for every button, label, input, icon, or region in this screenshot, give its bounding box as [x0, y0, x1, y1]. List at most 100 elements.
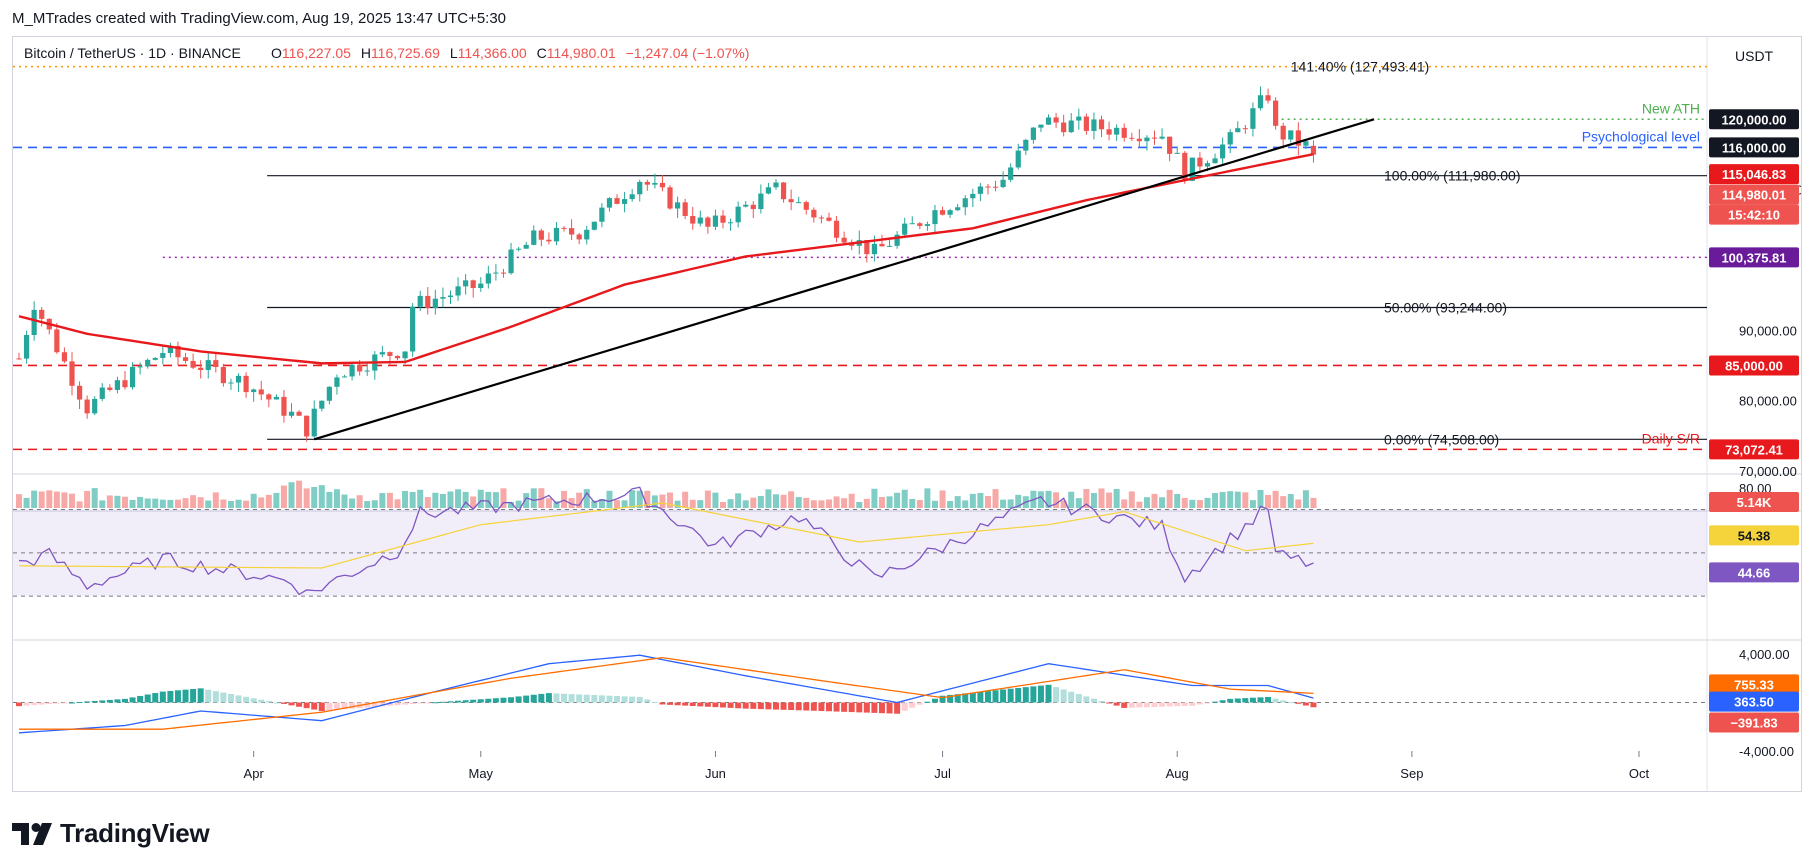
- volume-bar: [947, 501, 954, 508]
- volume-bar: [636, 490, 643, 508]
- volume-bar: [1265, 494, 1272, 508]
- candle-body: [1257, 95, 1264, 109]
- candle-body: [304, 415, 310, 437]
- price-tag: [1709, 164, 1799, 185]
- macd-histogram-bar: [500, 697, 507, 703]
- macd-histogram-bar: [515, 696, 522, 703]
- chart-canvas[interactable]: Bitcoin / TetherUS · 1D · BINANCE O116,2…: [13, 37, 1801, 791]
- macd-histogram-bar: [916, 702, 923, 705]
- price-pane[interactable]: 70,000.0080,000.0090,000.00110,000.00141…: [13, 59, 1801, 479]
- currency-label[interactable]: USDT: [1735, 48, 1774, 64]
- volume-bar: [326, 491, 333, 508]
- candle-body: [129, 366, 136, 388]
- macd-histogram-bar: [258, 699, 265, 703]
- volume-bar: [84, 490, 91, 508]
- volume-bar: [76, 501, 83, 508]
- macd-histogram-bar: [167, 690, 174, 703]
- candle-body: [531, 230, 537, 245]
- volume-bar: [538, 488, 545, 508]
- candle-body: [76, 385, 83, 400]
- volume-bar: [167, 499, 174, 508]
- volume-bar: [901, 489, 908, 508]
- candle-body: [690, 215, 696, 224]
- signal-value-tag: [1709, 674, 1799, 695]
- candle-body: [296, 411, 302, 416]
- volume-bar: [833, 496, 840, 508]
- macd-histogram-bar: [91, 700, 98, 703]
- volume-bar: [121, 496, 128, 508]
- volume-bar: [1068, 491, 1075, 508]
- tradingview-logo[interactable]: TradingView: [12, 818, 210, 849]
- candle-body: [924, 224, 930, 226]
- macd-histogram-bar: [159, 691, 166, 703]
- volume-pane[interactable]: [16, 480, 1317, 508]
- macd-histogram-bar: [152, 693, 159, 703]
- candle-body: [334, 377, 340, 387]
- volume-bar: [144, 498, 151, 508]
- candle-body: [538, 230, 544, 240]
- macd-histogram-bar: [349, 702, 356, 709]
- candle-body: [319, 400, 325, 409]
- macd-value-tag-text: 363.50: [1734, 695, 1774, 710]
- volume-bar: [992, 489, 999, 508]
- volume-bar: [1128, 491, 1135, 508]
- volume-bar: [825, 499, 832, 508]
- symbol-name[interactable]: Bitcoin / TetherUS · 1D · BINANCE: [24, 45, 241, 61]
- volume-bar: [1189, 499, 1196, 508]
- candle-body: [735, 206, 741, 223]
- chart-frame[interactable]: Bitcoin / TetherUS · 1D · BINANCE O116,2…: [12, 36, 1802, 792]
- macd-histogram-bar: [863, 702, 870, 713]
- chart-credit: M_MTrades created with TradingView.com, …: [12, 10, 507, 27]
- candle-body: [1045, 117, 1052, 125]
- macd-histogram-bar: [1181, 702, 1188, 707]
- macd-histogram-bar: [909, 702, 916, 708]
- macd-histogram-bar: [303, 702, 310, 709]
- candle-body: [1227, 132, 1233, 145]
- macd-histogram-bar: [803, 702, 810, 711]
- time-axis[interactable]: Apr May Jun Jul Aug Sep Oct: [244, 751, 1650, 781]
- candle-body: [697, 217, 703, 224]
- level-label: Psychological level: [1582, 128, 1700, 144]
- volume-bar: [318, 485, 325, 508]
- candle-body: [1091, 119, 1097, 131]
- macd-histogram-bar: [432, 702, 439, 704]
- candle-body: [629, 194, 635, 200]
- macd-pane[interactable]: 4,000.00 -4,000.00: [13, 647, 1794, 759]
- macd-histogram-bar: [1022, 687, 1029, 703]
- volume-bar: [689, 499, 696, 508]
- candle-body: [1136, 138, 1142, 142]
- volume-bar: [68, 493, 75, 508]
- volume-bar: [704, 490, 711, 508]
- macd-histogram-bar: [485, 698, 492, 703]
- volume-bar: [1000, 499, 1007, 508]
- candle-body: [1303, 141, 1309, 146]
- volume-bar: [856, 501, 863, 508]
- candle-body: [894, 234, 900, 246]
- candle-body: [803, 202, 809, 210]
- volume-bar: [61, 492, 68, 508]
- macd-histogram-bar: [1310, 702, 1317, 708]
- volume-bar: [1151, 493, 1158, 508]
- time-axis-label: Jun: [705, 766, 726, 781]
- volume-bar: [712, 492, 719, 508]
- macd-histogram-bar: [1136, 702, 1143, 708]
- volume-bar: [417, 489, 424, 508]
- macd-histogram-bar: [1143, 702, 1150, 708]
- macd-histogram-bar: [1037, 685, 1044, 703]
- volume-bar: [871, 488, 878, 508]
- candle-body: [1212, 158, 1218, 164]
- candle-body: [213, 360, 219, 368]
- macd-histogram-bar: [720, 702, 727, 708]
- volume-bar: [1045, 490, 1052, 508]
- price-axis-tick-label: 70,000.00: [1739, 464, 1797, 479]
- macd-histogram-bar: [583, 694, 590, 703]
- candle-body: [107, 387, 113, 390]
- macd-histogram-bar: [1242, 698, 1249, 703]
- candle-body: [992, 186, 999, 188]
- volume-bar: [727, 499, 734, 508]
- volume-bar: [1159, 497, 1166, 508]
- level-label: Daily S/R: [1642, 430, 1700, 446]
- volume-bar: [296, 480, 303, 508]
- macd-histogram-bar: [447, 701, 454, 703]
- candle-body: [1220, 144, 1226, 159]
